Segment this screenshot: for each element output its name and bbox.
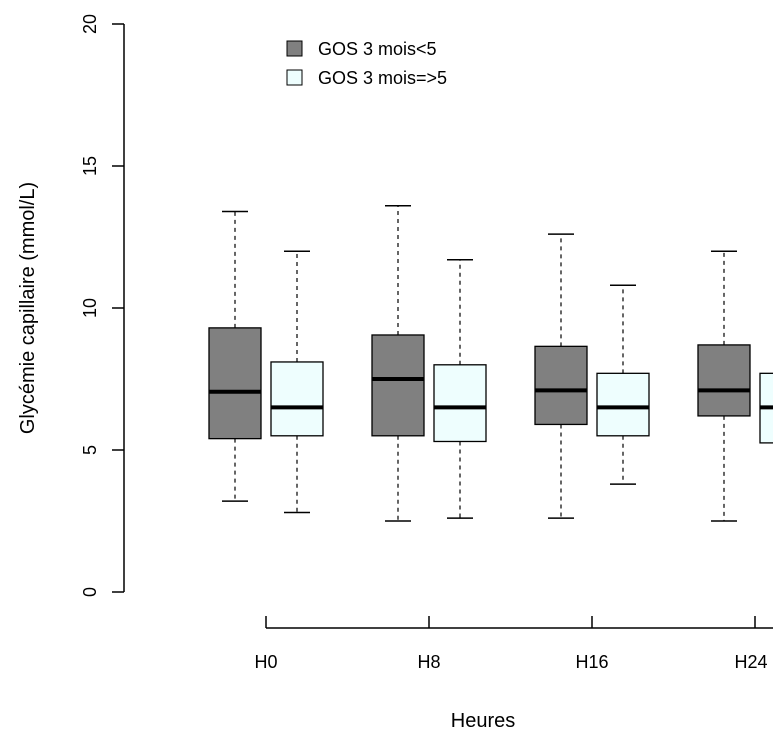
legend-swatch-gos-lt5	[286, 40, 303, 57]
y-tick-label: 5	[80, 445, 100, 455]
y-tick-label: 15	[80, 156, 100, 176]
box-iqr	[534, 345, 588, 426]
legend: GOS 3 mois<5 GOS 3 mois=>5	[286, 39, 447, 88]
box-gos-ge5	[270, 250, 324, 514]
y-axis-label: Glycémie capillaire (mmol/L)	[17, 182, 39, 434]
legend-label-gos-ge5: GOS 3 mois=>5	[318, 68, 447, 88]
box-iqr	[596, 372, 650, 437]
x-axis-label: Heures	[451, 710, 515, 731]
box-iqr	[433, 364, 487, 443]
legend-swatch-gos-ge5	[286, 69, 303, 86]
box-iqr	[208, 327, 262, 440]
box-gos-lt5	[208, 210, 262, 502]
x-ticks: H0 H8 H16 H24	[254, 616, 768, 672]
box-gos-ge5	[433, 258, 487, 519]
y-tick-label: 20	[80, 14, 100, 34]
box-gos-lt5	[534, 233, 588, 519]
x-tick-label: H8	[417, 652, 440, 672]
box-gos-ge5	[759, 372, 773, 444]
box-iqr	[371, 334, 425, 437]
x-axis: H0 H8 H16 H24	[254, 616, 773, 672]
y-ticks: 0 5 10 15 20	[80, 14, 124, 597]
box-iqr	[697, 344, 751, 417]
y-tick-label: 0	[80, 587, 100, 597]
x-tick-label: H0	[254, 652, 277, 672]
x-tick-label: H16	[575, 652, 608, 672]
y-tick-label: 10	[80, 298, 100, 318]
box-gos-lt5	[371, 205, 425, 522]
box-series	[208, 205, 773, 522]
x-tick-label: H24	[734, 652, 767, 672]
legend-label-gos-lt5: GOS 3 mois<5	[318, 39, 437, 59]
box-gos-lt5	[697, 250, 751, 522]
y-axis: 0 5 10 15 20	[80, 14, 125, 597]
box-iqr	[270, 361, 324, 437]
box-gos-ge5	[596, 284, 650, 485]
